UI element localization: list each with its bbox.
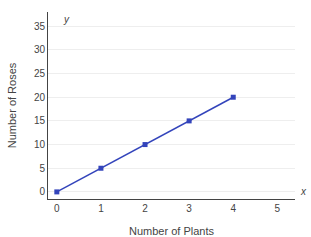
svg-text:5: 5 (39, 163, 45, 174)
svg-text:0: 0 (39, 186, 45, 197)
svg-text:3: 3 (186, 203, 192, 214)
svg-text:Number of Plants: Number of Plants (129, 225, 214, 237)
svg-text:30: 30 (34, 44, 46, 55)
svg-text:y: y (63, 14, 70, 25)
svg-text:15: 15 (34, 115, 46, 126)
svg-text:5: 5 (275, 203, 281, 214)
svg-text:20: 20 (34, 92, 46, 103)
svg-text:x: x (300, 186, 307, 197)
svg-text:1: 1 (98, 203, 104, 214)
svg-text:Number of Roses: Number of Roses (6, 62, 18, 148)
svg-text:2: 2 (142, 203, 148, 214)
svg-text:10: 10 (34, 139, 46, 150)
svg-text:25: 25 (34, 68, 46, 79)
svg-text:35: 35 (34, 21, 46, 32)
svg-text:4: 4 (230, 203, 236, 214)
svg-text:0: 0 (54, 203, 60, 214)
